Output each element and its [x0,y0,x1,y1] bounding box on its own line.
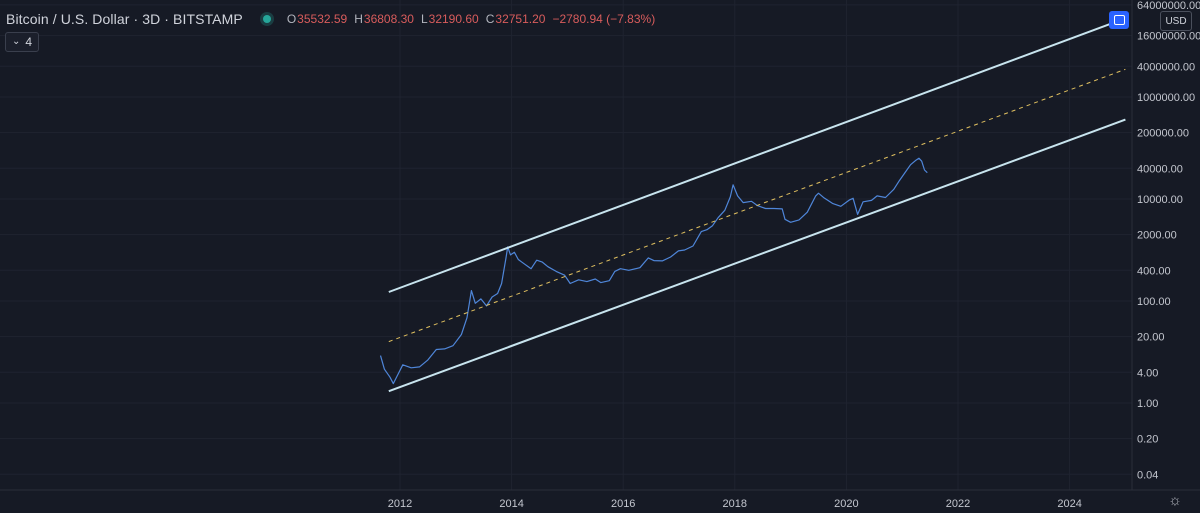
chevron-down-icon: ⌄ [12,36,21,47]
lower-channel-line [388,118,1126,393]
ohlc-close: C32751.20 [486,12,546,26]
upper-channel-line [388,17,1126,293]
y-tick-label: 20.00 [1137,332,1165,344]
y-tick-label: 40000.00 [1137,163,1183,175]
symbol-title[interactable]: Bitcoin / U.S. Dollar · 3D · BITSTAMP [6,11,243,27]
price-axis[interactable]: 64000000.00 16000000.00 4000000.00 1000000.… [1137,0,1200,481]
ohlc-change: −2780.94 (−7.83%) [552,12,656,26]
market-status-icon [262,15,271,23]
gear-icon[interactable]: ☼ [1168,492,1182,509]
y-tick-label: 64000000.00 [1137,0,1200,12]
y-tick-label: 4000000.00 [1137,61,1195,73]
indicators-toggle-button[interactable]: ⌄ 4 [5,32,40,52]
x-tick-label: 2022 [946,498,970,510]
ohlc-high: H36808.30 [354,12,414,26]
series-layer [379,17,1126,393]
auto-fit-button[interactable] [1109,11,1129,29]
x-tick-label: 2016 [611,498,635,510]
x-tick-label: 2018 [723,498,747,510]
price-series-line [379,157,928,385]
x-tick-label: 2020 [834,498,858,510]
legend-bar: Bitcoin / U.S. Dollar · 3D · BITSTAMP O3… [6,9,655,29]
currency-label[interactable]: USD [1160,11,1192,31]
indicator-count: 4 [25,35,33,49]
x-tick-label: 2012 [388,498,412,510]
y-tick-label: 100.00 [1137,296,1171,308]
ohlc-open-key: O [286,12,297,26]
y-tick-label: 200000.00 [1137,128,1189,140]
ohlc-open: O35532.59 [287,12,347,26]
ohlc-open-value: 35532.59 [297,12,348,26]
y-tick-label: 16000000.00 [1137,31,1200,43]
y-tick-label: 1.00 [1137,398,1158,410]
y-tick-label: 0.04 [1137,469,1158,481]
ohlc-low-key: L [420,12,428,26]
x-tick-label: 2024 [1057,498,1081,510]
y-tick-label: 400.00 [1137,265,1171,277]
ohlc-close-value: 32751.20 [495,12,546,26]
ohlc-low: L32190.60 [421,12,479,26]
channel-midline [388,68,1126,343]
grid-lines [0,0,1132,490]
y-tick-label: 10000.00 [1137,194,1183,206]
ohlc-high-value: 36808.30 [363,12,414,26]
x-tick-label: 2014 [499,498,523,510]
ohlc-close-key: C [485,12,495,26]
y-tick-label: 2000.00 [1137,230,1177,242]
y-tick-label: 1000000.00 [1137,92,1195,104]
ohlc-low-value: 32190.60 [428,12,479,26]
time-axis[interactable]: 2012 2014 2016 2018 2020 2022 2024 [388,498,1082,510]
y-tick-label: 4.00 [1137,367,1158,379]
auto-fit-icon [1113,15,1125,25]
y-tick-label: 0.20 [1137,434,1158,446]
ohlc-high-key: H [354,12,363,26]
